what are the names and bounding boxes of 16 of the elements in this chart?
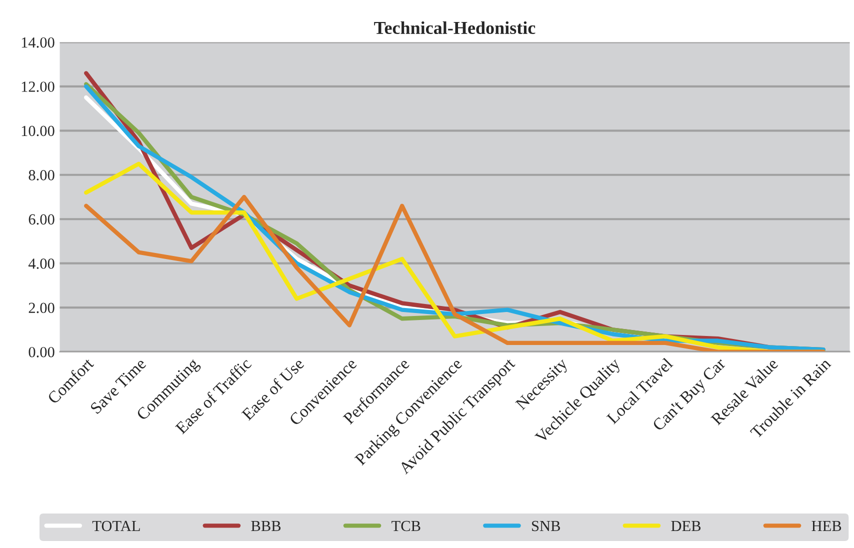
y-tick-label: 6.00 bbox=[28, 214, 54, 225]
legend-label: SNB bbox=[532, 520, 560, 532]
y-tick-label: 4.00 bbox=[28, 258, 54, 269]
legend-label: HEB bbox=[812, 520, 842, 532]
legend-label: TOTAL bbox=[92, 520, 140, 532]
line-series bbox=[84, 194, 826, 352]
y-tick-label: 12.00 bbox=[22, 82, 54, 92]
chart-title: Technical-Hedonistic bbox=[374, 21, 536, 34]
y-tick-label: 0.00 bbox=[28, 346, 54, 358]
y-tick-label: 10.00 bbox=[22, 126, 54, 136]
legend-label: TCB bbox=[392, 520, 420, 532]
legend-label: DEB bbox=[671, 520, 701, 532]
y-tick-label: 14.00 bbox=[22, 37, 54, 48]
y-tick-label: 2.00 bbox=[28, 302, 54, 314]
legend-label: BBB bbox=[251, 520, 281, 532]
y-tick-label: 8.00 bbox=[28, 170, 54, 180]
